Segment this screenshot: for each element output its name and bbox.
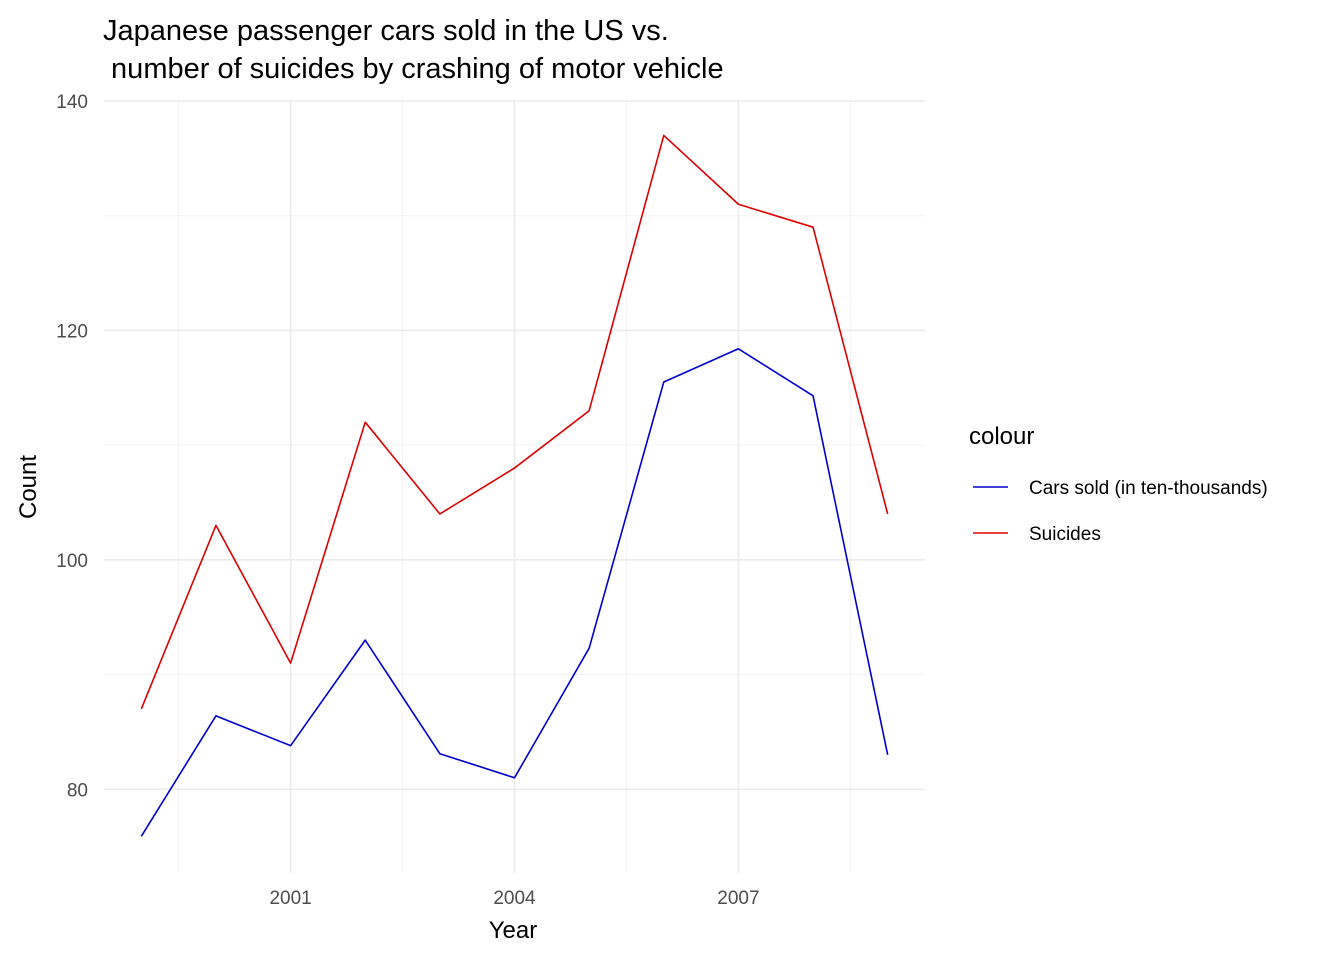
chart-title-line-2: number of suicides by crashing of motor …: [103, 53, 724, 85]
x-tick-label: 2004: [493, 888, 536, 909]
x-tick-label: 2001: [269, 888, 311, 909]
chart-title-line-1: Japanese passenger cars sold in the US v…: [103, 15, 669, 47]
legend-label: Cars sold (in ten-thousands): [1029, 478, 1268, 499]
y-tick-label: 80: [67, 780, 88, 801]
y-axis-ticks: 80 100 120 140: [56, 92, 88, 801]
y-tick-label: 120: [56, 321, 88, 342]
x-axis-ticks: 2001 2004 2007: [269, 888, 759, 909]
x-axis-title: Year: [489, 917, 538, 944]
y-axis-title: Count: [15, 455, 42, 519]
x-tick-label: 2007: [717, 888, 759, 909]
legend-title: colour: [969, 423, 1034, 450]
legend-items: Cars sold (in ten-thousands) Suicides: [973, 478, 1268, 545]
legend: colour Cars sold (in ten-thousands) Suici…: [969, 423, 1268, 545]
grid: [104, 100, 925, 873]
legend-label: Suicides: [1029, 524, 1101, 545]
y-tick-label: 140: [56, 92, 88, 113]
series-line-1: [140, 134, 889, 710]
series-line-0: [140, 347, 889, 837]
series-lines: [140, 134, 889, 837]
y-tick-label: 100: [56, 551, 88, 572]
